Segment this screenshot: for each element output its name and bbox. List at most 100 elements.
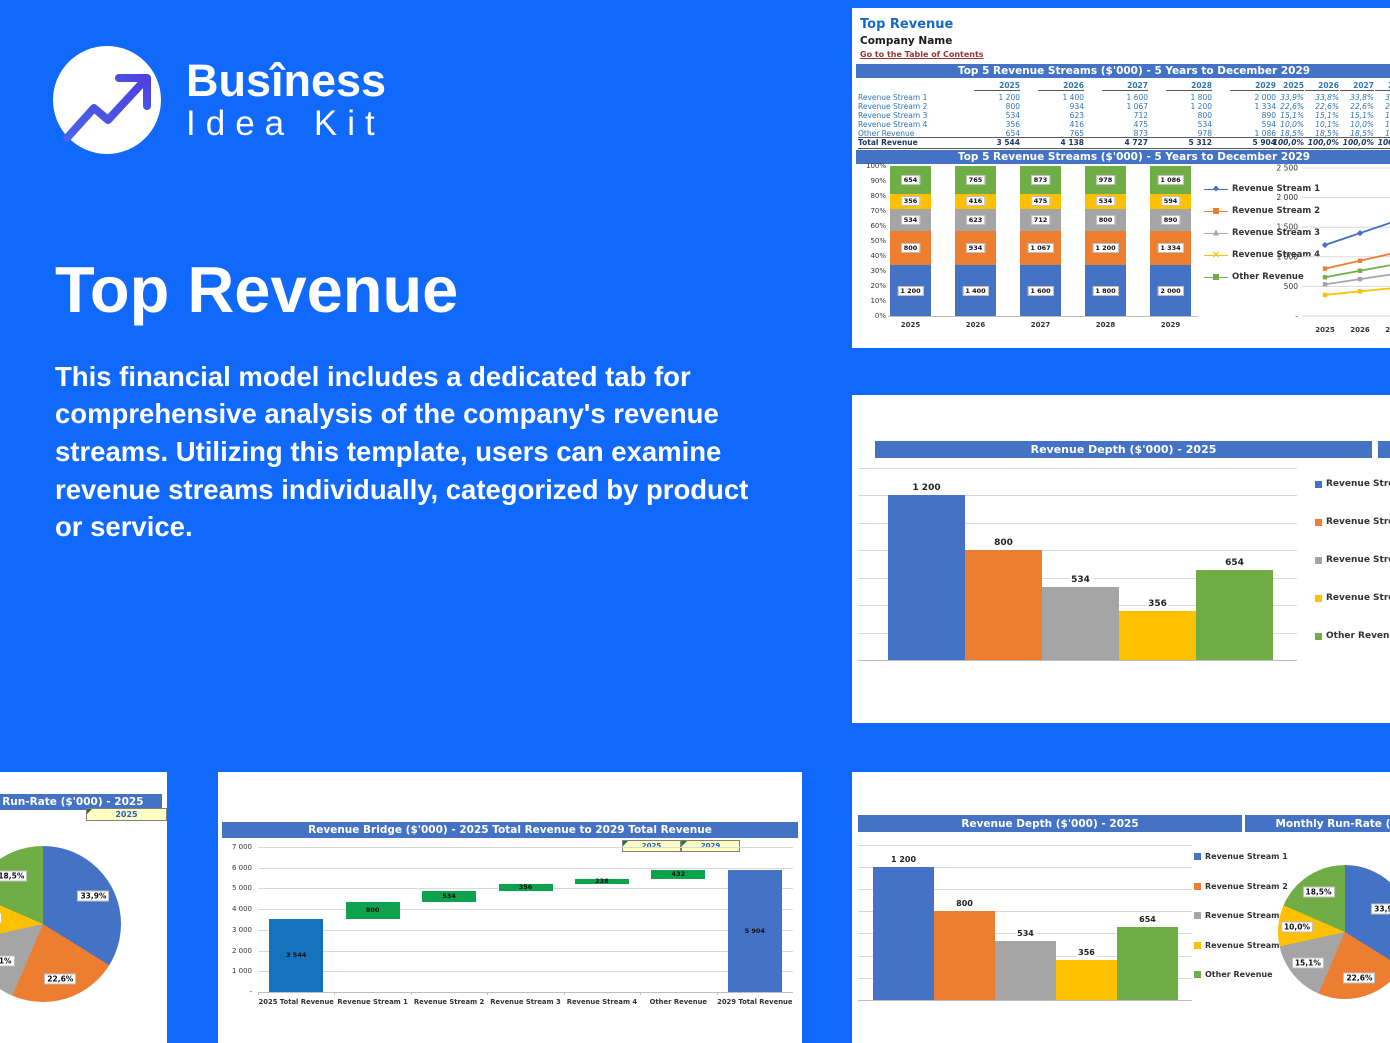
stacked-segment-value-label: 1 800 [1092, 285, 1119, 296]
y-axis-tick-label: 500 [1284, 282, 1299, 291]
y-axis-tick-label: 7 000 [231, 843, 252, 851]
legend-item: Revenue Stream 1 [1204, 184, 1320, 194]
table-cell-pct: 10,1% [1315, 120, 1339, 129]
bar [965, 550, 1042, 660]
stacked-segment-value-label: 765 [965, 174, 986, 185]
table-cell-value: 654 [1005, 129, 1020, 138]
stacked-segment-value-label: 416 [965, 196, 986, 207]
stacked-segment-value-label: 890 [1160, 214, 1181, 225]
y-axis-tick-label: 100% [865, 162, 886, 170]
legend-line-marker-icon [1204, 229, 1228, 238]
total-cell-value: 4 138 [1060, 138, 1085, 147]
y-axis-tick-label: 80% [870, 192, 886, 200]
table-cell-pct: 33,8% [1350, 93, 1374, 102]
brand-title: Busîness [186, 55, 387, 106]
table-cell-value: 534 [1005, 111, 1020, 120]
stacked-segment-value-label: 356 [900, 196, 921, 207]
legend-item: Revenue Stream 2 [1204, 206, 1320, 216]
bridge-filter-start-year[interactable]: 2025 [622, 840, 681, 852]
pct-year-column-header: 2028 [1375, 81, 1390, 91]
grid-line [858, 866, 1192, 868]
stacked-segment-value-label: 1 067 [1027, 243, 1054, 254]
data-point-marker [1357, 289, 1363, 294]
table-cell-value: 800 [1197, 111, 1212, 120]
bridge-filter-end-year[interactable]: 2029 [681, 840, 740, 852]
legend-swatch [1194, 882, 1201, 890]
y-axis-tick-label: 0% [874, 312, 886, 320]
y-axis-tick-label: 4 000 [231, 905, 252, 914]
bar [888, 495, 965, 660]
stacked-segment-value-label: 475 [1030, 196, 1051, 207]
pct-year-column-header: 2025 [1270, 81, 1304, 91]
table-cell-pct: 15,1% [1280, 111, 1304, 120]
y-axis-tick-label: 2 500 [1277, 164, 1299, 173]
table-cell-value: 594 [1261, 120, 1276, 129]
table-cell-value: 1 200 [998, 93, 1020, 102]
waterfall-bar [269, 918, 324, 992]
y-axis-tick-label: - [1295, 312, 1298, 321]
stacked-segment-value-label: 873 [1030, 174, 1051, 185]
table-cell-value: 712 [1133, 111, 1148, 120]
table-cell-value: 934 [1069, 102, 1084, 111]
x-axis-category-label: 2029 Total Revenue [717, 998, 793, 1006]
legend-swatch [1194, 971, 1201, 978]
x-axis-line [858, 660, 1297, 661]
legend-label: Revenue Stream 3 [1232, 228, 1321, 238]
legend-line-marker-icon [1204, 185, 1228, 194]
y-axis-tick-label: 6 000 [231, 863, 252, 872]
bar-value-label: 534 [1069, 574, 1092, 585]
table-cell-pct: 15,1% [1385, 111, 1390, 120]
legend-swatch [1194, 912, 1201, 919]
table-cell-pct: 18,5% [1280, 129, 1304, 138]
bridge-header-text: Revenue Bridge ($'000) - 2025 Total Reve… [308, 824, 712, 836]
legend-item: Revenue Stream 3 [1194, 911, 1288, 920]
line-series [1324, 253, 1390, 270]
logo-trend-arrow-icon [53, 46, 161, 154]
runrate-header-bar: Monthly Run-Rate ($'000) - 2025 [0, 794, 162, 810]
grid-line [858, 495, 1297, 497]
year-column-header: 2028 [1166, 81, 1212, 91]
pie-slice-label: 18,5% [0, 870, 28, 882]
total-cell-pct: 100,0% [1307, 138, 1339, 147]
x-axis-category-label: Revenue Stream 3 [490, 998, 561, 1006]
depth-header-text: Revenue Depth ($'000) - 2025 [1030, 443, 1217, 456]
legend-label: Other Revenue [1326, 631, 1390, 641]
pct-year-column-header: 2027 [1340, 81, 1374, 91]
axis-tick [410, 992, 412, 995]
grid-line [858, 911, 1192, 913]
bar-value-label: 1 200 [888, 854, 919, 864]
bar [1042, 586, 1119, 660]
legend-marker-shape [1213, 229, 1219, 236]
next-header-bar-sliver [1378, 441, 1390, 458]
table-cell-value: 1 200 [1190, 102, 1212, 111]
pct-year-column-header: 2026 [1305, 81, 1339, 91]
table-cell-pct: 10,0% [1350, 120, 1374, 129]
x-axis-category-label: Revenue Stream 4 [566, 998, 638, 1006]
legend-marker-shape [1213, 251, 1219, 258]
year-filter-2025[interactable]: 2025 [86, 808, 167, 821]
legend-swatch [1315, 480, 1322, 488]
x-axis-category-label: 2026 [965, 321, 986, 329]
total-cell-value: 4 727 [1124, 138, 1149, 147]
waterfall-bar-value-label: 800 [365, 906, 380, 915]
x-axis-category-label: Revenue Stream 2 [413, 998, 485, 1006]
year-column-header: 2025 [974, 81, 1020, 91]
legend-label: Revenue Stream 2 [1326, 517, 1390, 527]
x-axis-line [888, 316, 1198, 317]
stacked-segment-value-label: 934 [965, 243, 986, 254]
table-cell-pct: 10,1% [1385, 120, 1390, 129]
pie-slice-label: 22,6% [44, 973, 77, 985]
legend-label: Revenue Stream 3 [1205, 911, 1288, 920]
grid-line [258, 971, 793, 973]
x-axis-category-label: 2028 [1095, 321, 1116, 329]
bar-value-label: 356 [1076, 948, 1097, 958]
legend-item: Other Revenue [1315, 631, 1390, 641]
grid-line [858, 889, 1192, 890]
toc-link[interactable]: Go to the Table of Contents [860, 50, 984, 59]
pie-slice-label: 33,9% [77, 890, 110, 902]
waterfall-bar-value-label: 5 904 [744, 926, 765, 935]
legend-label: Other Revenue [1232, 272, 1304, 282]
pie-slice-label: 10,0% [0, 912, 2, 924]
waterfall-bar-value-label: 3 544 [286, 951, 307, 960]
